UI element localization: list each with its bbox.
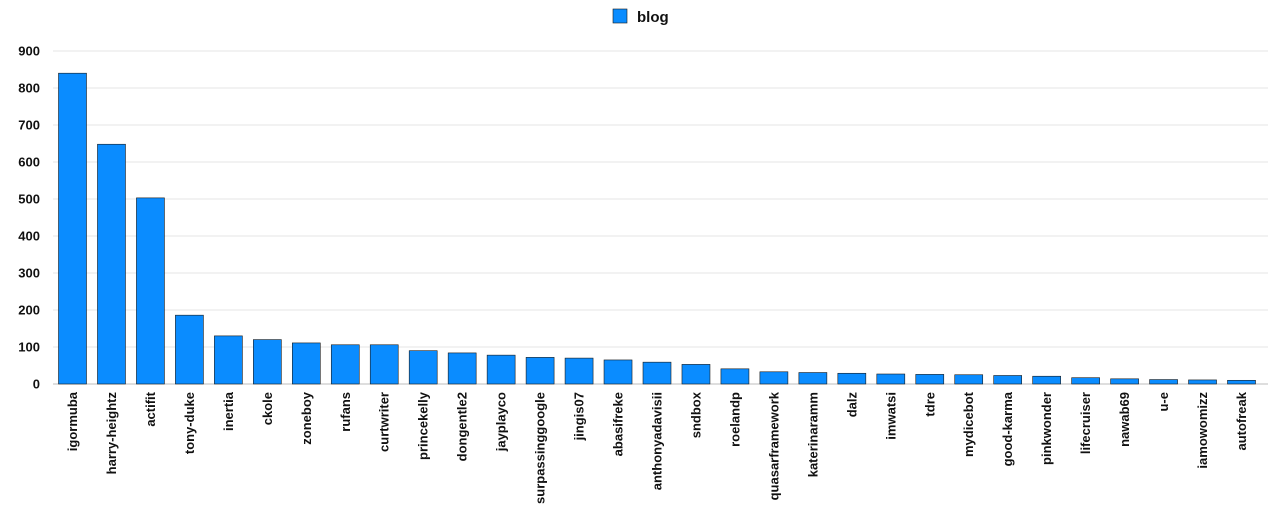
bar-igormuba[interactable] — [58, 72, 87, 385]
bar-imwatsi[interactable] — [876, 373, 906, 385]
x-tick-label: harry-heightz — [104, 392, 119, 475]
bar-curtwriter[interactable] — [369, 344, 399, 385]
x-tick-label: katerinaramm — [805, 392, 820, 477]
x-tick-label: tdre — [922, 392, 937, 417]
x-tick-label: nawab69 — [1117, 392, 1132, 447]
x-tick-label: pinkwonder — [1039, 392, 1054, 465]
bar-surpassinggoogle[interactable] — [525, 357, 555, 385]
bar-roelandp[interactable] — [720, 368, 750, 385]
y-tick-label: 800 — [18, 81, 40, 96]
y-tick-label: 200 — [18, 303, 40, 318]
x-tick-label: sndbox — [688, 391, 703, 438]
bar-good-karma[interactable] — [993, 375, 1023, 385]
bar-anthonyadavisii[interactable] — [642, 361, 672, 385]
x-tick-label: jingis07 — [572, 392, 587, 441]
bar-inertia[interactable] — [214, 335, 243, 385]
bar-actifit[interactable] — [136, 197, 165, 385]
x-tick-label: surpassinggoogle — [533, 392, 548, 504]
x-tick-label: princekelly — [416, 391, 431, 460]
bar-quasarframework[interactable] — [759, 371, 789, 385]
x-tick-label: quasarframework — [766, 391, 781, 500]
y-tick-label: 400 — [18, 229, 40, 244]
x-tick-label: anthonyadavisii — [650, 392, 665, 490]
bar-princekelly[interactable] — [408, 350, 438, 385]
x-tick-label: zoneboy — [299, 391, 314, 444]
bar-tdre[interactable] — [915, 374, 945, 385]
bar-lifecruiser[interactable] — [1071, 377, 1100, 385]
y-axis-ticks: 0 100 200 300 400 500 600 700 800 900 — [18, 44, 40, 392]
bar-pinkwonder[interactable] — [1032, 375, 1061, 385]
x-tick-label: roelandp — [727, 392, 742, 447]
x-tick-label: rufans — [338, 392, 353, 432]
x-tick-label: tony-duke — [182, 392, 197, 454]
bar-rufans[interactable] — [330, 344, 360, 385]
bar-nawab69[interactable] — [1110, 378, 1139, 385]
x-tick-label: lifecruiser — [1078, 392, 1093, 454]
y-tick-label: 300 — [18, 266, 40, 281]
x-tick-label: good-karma — [1000, 391, 1015, 466]
x-tick-label: igormuba — [65, 391, 80, 451]
x-axis-categories: igormuba harry-heightz actifit tony-duke ine… — [65, 391, 1249, 504]
x-tick-label: dalz — [844, 392, 859, 418]
bar-iamowomizz[interactable] — [1188, 379, 1217, 385]
x-tick-label: curtwriter — [377, 392, 392, 452]
bar-sndbox[interactable] — [681, 364, 711, 385]
x-tick-label: abasifreke — [611, 392, 626, 456]
x-tick-label: autofreak — [1234, 391, 1249, 450]
bars — [58, 72, 1256, 385]
bar-u-e[interactable] — [1149, 379, 1178, 385]
legend-swatch-blog[interactable] — [612, 8, 628, 24]
y-tick-label: 500 — [18, 192, 40, 207]
bar-dongentle2[interactable] — [447, 352, 477, 385]
x-tick-label: ckole — [260, 392, 275, 425]
x-tick-label: u-e — [1156, 392, 1171, 412]
y-tick-label: 700 — [18, 118, 40, 133]
legend-label-blog[interactable]: blog — [637, 9, 669, 26]
y-tick-label: 0 — [33, 377, 40, 392]
bar-tony-duke[interactable] — [175, 314, 204, 385]
x-tick-label: inertia — [221, 391, 236, 431]
bar-harry-heightz[interactable] — [97, 143, 126, 385]
x-tick-label: imwatsi — [883, 392, 898, 440]
bar-abasifreke[interactable] — [603, 359, 633, 385]
x-tick-label: mydicebot — [961, 391, 976, 457]
bar-dalz[interactable] — [837, 372, 867, 385]
x-tick-label: jayplayco — [494, 392, 509, 452]
legend[interactable]: blog — [612, 8, 669, 26]
grid-lines — [53, 50, 1268, 385]
y-tick-label: 100 — [18, 340, 40, 355]
bar-autofreak[interactable] — [1227, 379, 1256, 385]
bar-zoneboy[interactable] — [291, 342, 321, 385]
y-tick-label: 600 — [18, 155, 40, 170]
bar-jingis07[interactable] — [564, 357, 594, 385]
x-tick-label: actifit — [143, 391, 158, 426]
bar-katerinaramm[interactable] — [798, 372, 828, 385]
bar-mydicebot[interactable] — [954, 374, 984, 385]
y-tick-label: 900 — [18, 44, 40, 59]
bar-jayplayco[interactable] — [486, 354, 516, 385]
x-tick-label: dongentle2 — [455, 392, 470, 461]
bar-ckole[interactable] — [253, 339, 282, 385]
x-tick-label: iamowomizz — [1195, 392, 1210, 469]
